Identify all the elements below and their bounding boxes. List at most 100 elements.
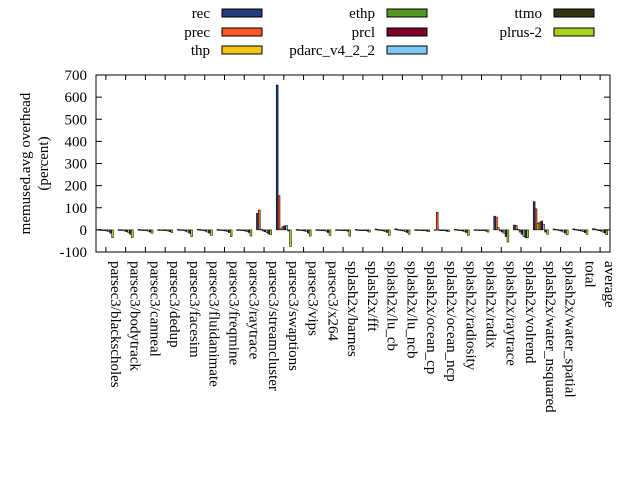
bar-rec-splash2x-barnes: [335, 229, 338, 231]
bar-prec-total: [574, 228, 577, 231]
y-tick-label: 0: [80, 223, 88, 239]
bar-pdarc-v4-2-2-parsec3-streamcluster: [265, 229, 269, 233]
bar-prcl-splash2x-water-spatial: [560, 229, 563, 232]
bar-rec-parsec3-raytrace: [236, 229, 239, 231]
bar-pdarc-v4-2-2-parsec3-raytrace: [245, 229, 249, 232]
bar-prec-parsec3-dedup: [159, 229, 162, 231]
bar-prcl-parsec3-bodytrack: [125, 229, 128, 232]
x-tick-label: parsec3/facesim: [186, 261, 202, 358]
legend-label: rec: [192, 6, 211, 22]
bar-prcl-parsec3-x264: [323, 229, 326, 232]
y-tick-label: 600: [65, 90, 88, 106]
bar-prcl-splash2x-raytrace: [501, 229, 504, 233]
bar-ttmo-parsec3-raytrace: [247, 229, 251, 233]
bar-thp-splash2x-ocean-cp: [418, 229, 421, 231]
bar-thp-parsec3-streamcluster: [259, 228, 263, 231]
x-tick-label: splash2x/ocean_ncp: [443, 261, 459, 382]
x-tick-label: splash2x/lu_ncb: [403, 261, 419, 359]
bar-thp-parsec3-x264: [319, 229, 322, 231]
bar-pdarc-v4-2-2-splash2x-water-nsquared: [542, 224, 545, 231]
bar-thp-parsec3-raytrace: [240, 229, 243, 231]
bar-rec-parsec3-vips: [295, 229, 299, 231]
bar-prcl-splash2x-volrend: [520, 229, 524, 235]
bar-ttmo-splash2x-ocean-cp: [425, 229, 429, 232]
bar-prec-parsec3-canneal: [139, 229, 142, 231]
bar-ttmo-splash2x-ocean-ncp: [445, 229, 448, 232]
bar-thp-total: [576, 229, 579, 231]
y-tick-label: 700: [65, 68, 88, 84]
x-tick-label: parsec3/streamcluster: [265, 261, 281, 391]
bar-ttmo-splash2x-lu-ncb: [405, 229, 409, 233]
legend-label: prec: [184, 25, 210, 41]
legend-swatch: [553, 27, 595, 37]
bar-plrus-2-parsec3-blackscholes: [111, 229, 114, 238]
bar-pdarc-v4-2-2-parsec3-facesim: [186, 229, 190, 233]
y-tick-label: -100: [60, 245, 88, 261]
bar-prec-splash2x-raytrace: [495, 216, 498, 231]
legend-item-prec: prec: [184, 25, 263, 41]
legend-swatch: [221, 27, 263, 37]
bar-ethp-splash2x-volrend: [518, 229, 522, 233]
bar-thp-splash2x-radiosity: [457, 229, 461, 231]
x-tick-label: parsec3/dedup: [166, 261, 182, 348]
x-tick-label: parsec3/canneal: [146, 261, 162, 357]
legend-item-ttmo: ttmo: [514, 6, 595, 22]
bar-pdarc-v4-2-2-parsec3-vips: [305, 229, 308, 232]
x-tick-label: splash2x/water_nsquared: [542, 261, 558, 413]
bar-plrus-2-parsec3-streamcluster: [269, 229, 272, 236]
bar-rec-splash2x-radiosity: [453, 228, 457, 231]
bar-thp-splash2x-volrend: [516, 228, 520, 231]
bar-ttmo-splash2x-barnes: [346, 229, 350, 232]
y-axis-label: memused.avg overhead: [18, 92, 34, 234]
x-tick-label: splash2x/ocean_cp: [423, 261, 439, 374]
bar-plrus-2-parsec3-facesim: [190, 229, 193, 237]
bar-rec-parsec3-dedup: [157, 229, 160, 231]
bar-rec-splash2x-water-nsquared: [532, 201, 536, 231]
bar-ttmo-splash2x-water-spatial: [564, 229, 567, 234]
y-tick-label: 300: [65, 157, 88, 173]
bar-pdarc-v4-2-2-parsec3-swaptions: [285, 225, 288, 231]
x-tick-label: parsec3/freqmine: [226, 261, 242, 365]
bar-pdarc-v4-2-2-parsec3-blackscholes: [107, 229, 110, 232]
bar-ethp-parsec3-facesim: [182, 229, 186, 231]
bar-prcl-total: [580, 229, 583, 232]
bar-rec-splash2x-raytrace: [493, 215, 496, 231]
bar-prcl-splash2x-radiosity: [461, 229, 464, 232]
bar-ttmo-parsec3-swaptions: [287, 229, 290, 232]
bar-prec-splash2x-ocean-ncp: [436, 211, 439, 231]
bar-prcl-parsec3-fluidanimate: [204, 229, 207, 232]
bar-thp-average: [596, 229, 599, 231]
bar-pdarc-v4-2-2-parsec3-dedup: [166, 229, 170, 232]
x-tick-label: parsec3/bodytrack: [127, 261, 143, 371]
bar-thp-splash2x-lu-cb: [378, 229, 382, 231]
bar-plrus-2-splash2x-lu-cb: [388, 229, 391, 236]
y-tick-label: 500: [65, 112, 88, 128]
bar-prec-splash2x-water-spatial: [554, 228, 558, 231]
bar-ttmo-total: [583, 229, 587, 233]
bar-pdarc-v4-2-2-parsec3-canneal: [147, 229, 150, 232]
bar-prcl-parsec3-vips: [303, 229, 306, 232]
bar-ethp-parsec3-x264: [321, 229, 324, 231]
bar-prec-parsec3-facesim: [179, 229, 182, 231]
y-tick-label: 200: [65, 179, 88, 195]
x-tick-label: parsec3/vips: [305, 261, 321, 336]
bar-prcl-splash2x-lu-cb: [382, 229, 385, 232]
bar-pdarc-v4-2-2-splash2x-raytrace: [502, 229, 506, 234]
bar-ethp-splash2x-lu-ncb: [400, 229, 403, 231]
bar-rec-parsec3-facesim: [177, 229, 180, 231]
bar-ethp-parsec3-freqmine: [222, 229, 225, 231]
legend-swatch: [221, 45, 263, 55]
bar-rec-total: [572, 228, 575, 231]
bar-prcl-parsec3-freqmine: [224, 229, 227, 232]
bar-ttmo-parsec3-dedup: [168, 229, 172, 232]
x-tick-label: parsec3/blackscholes: [107, 261, 123, 388]
bar-ethp-splash2x-fft: [360, 229, 364, 231]
bar-thp-splash2x-radix: [477, 229, 480, 231]
legend-swatch: [553, 8, 595, 18]
bar-rec-parsec3-fluidanimate: [196, 228, 200, 231]
bar-prcl-splash2x-fft: [362, 229, 366, 231]
bar-rec-average: [592, 228, 595, 231]
bar-ttmo-splash2x-radix: [485, 229, 488, 232]
bar-plrus-2-parsec3-bodytrack: [131, 229, 134, 238]
bar-rec-parsec3-swaptions: [275, 84, 279, 231]
